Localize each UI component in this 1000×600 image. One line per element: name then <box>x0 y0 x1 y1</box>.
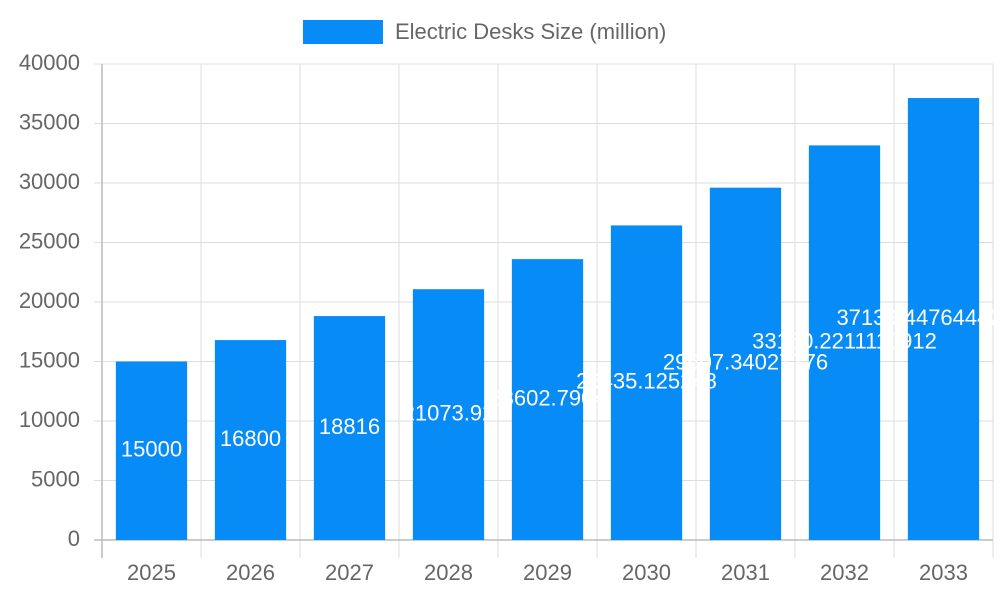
data-label: 15000 <box>121 437 182 462</box>
y-tick-label: 30000 <box>19 169 80 194</box>
bar <box>115 361 188 540</box>
data-label: 29607.34027776 <box>663 350 828 375</box>
x-tick-label: 2031 <box>721 560 770 585</box>
x-tick-label: 2030 <box>622 560 671 585</box>
data-label: 37139.447644422144 <box>836 305 1000 330</box>
data-label: 23602.7904 <box>489 385 605 410</box>
x-tick-label: 2026 <box>226 560 275 585</box>
y-tick-label: 40000 <box>19 50 80 75</box>
y-tick-label: 10000 <box>19 407 80 432</box>
data-label: 33160.2211110912 <box>752 329 937 354</box>
x-tick-label: 2027 <box>325 560 374 585</box>
bar <box>907 98 980 540</box>
y-tick-label: 5000 <box>31 466 80 491</box>
bar <box>808 145 881 540</box>
legend-label: Electric Desks Size (million) <box>395 19 666 44</box>
y-tick-label: 0 <box>68 526 80 551</box>
data-label: 26435.125248 <box>576 369 717 394</box>
bar <box>610 225 683 541</box>
bar <box>214 340 287 540</box>
data-label: 18816 <box>319 414 380 439</box>
bar <box>511 259 584 540</box>
y-tick-label: 15000 <box>19 347 80 372</box>
y-tick-label: 25000 <box>19 228 80 253</box>
x-tick-label: 2028 <box>424 560 473 585</box>
x-tick-label: 2025 <box>127 560 176 585</box>
bar <box>412 289 485 540</box>
y-tick-label: 20000 <box>19 288 80 313</box>
data-label: 21073.92 <box>403 400 495 425</box>
bar <box>313 316 386 540</box>
x-tick-label: 2033 <box>919 560 968 585</box>
data-label: 16800 <box>220 426 281 451</box>
legend-swatch <box>303 20 383 44</box>
x-tick-label: 2029 <box>523 560 572 585</box>
y-tick-label: 35000 <box>19 109 80 134</box>
x-tick-label: 2032 <box>820 560 869 585</box>
bar <box>709 187 782 540</box>
